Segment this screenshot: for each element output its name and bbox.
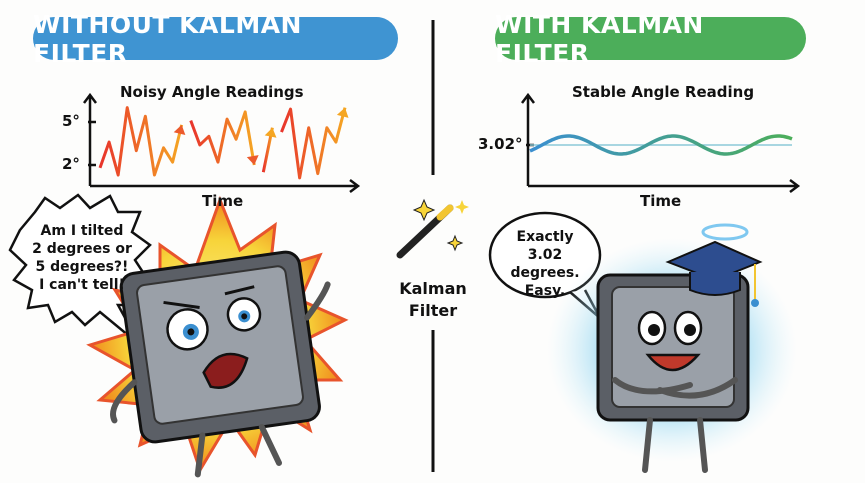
noisy-chart-title: Noisy Angle Readings (120, 83, 304, 101)
noisy-arrowhead-0 (173, 124, 186, 136)
halo (701, 223, 749, 241)
noisy-xlabel: Time (202, 192, 244, 210)
noisy-arrowhead-3 (336, 107, 349, 118)
stable-series (529, 134, 793, 156)
stable-chart-axes (521, 92, 801, 193)
noisy-series (98, 106, 349, 180)
stable-xlabel: Time (640, 192, 682, 210)
stable-chart-title: Stable Angle Reading (572, 83, 755, 101)
noisy-segment-3 (280, 107, 347, 180)
ytick-2: 2° (62, 155, 80, 173)
speech-text-left: Am I tilted 2 degrees or 5 degrees?! I can'… (32, 223, 132, 293)
stressed-chip-character (110, 250, 331, 478)
happy-chip-character (596, 273, 750, 473)
noisy-arrowhead-1 (246, 155, 259, 165)
ytick-5: 5° (62, 112, 80, 130)
noisy-arrowhead-2 (264, 127, 277, 138)
speech-text-right: Exactly 3.02 degrees. Easy. (510, 229, 580, 299)
noisy-chart-axes (83, 92, 361, 193)
noisy-segment-0 (98, 106, 184, 177)
graduation-cap-icon (665, 240, 763, 307)
speech-bubble-right (488, 211, 602, 299)
with-kalman-banner: WITH KALMAN FILTER (495, 10, 806, 68)
magic-wand-icon (396, 198, 469, 259)
kalman-filter-label: Kalman Filter (399, 279, 467, 320)
noisy-segment-1 (189, 110, 256, 166)
ytick-3.02: 3.02° (478, 135, 523, 153)
